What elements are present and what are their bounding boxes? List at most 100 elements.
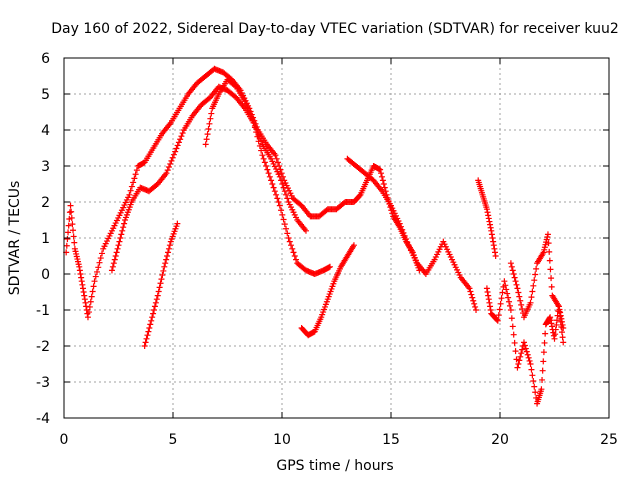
data-point: [515, 361, 522, 367]
data-point: [493, 316, 500, 323]
data-point: [97, 255, 104, 262]
data-point: [71, 239, 78, 246]
data-point: [551, 335, 558, 342]
data-point: [248, 113, 255, 120]
data-point: [487, 307, 494, 313]
data-point: [206, 120, 213, 127]
data-point: [175, 139, 182, 146]
data-point: [255, 138, 262, 145]
data-point: [523, 348, 530, 355]
data-point: [168, 157, 175, 164]
data-point: [275, 199, 282, 205]
data-point: [548, 320, 555, 327]
data-point: [148, 317, 155, 324]
data-point: [81, 296, 88, 303]
data-point: [510, 271, 517, 277]
data-point: [528, 294, 535, 301]
data-point: [163, 170, 170, 177]
data-point: [65, 222, 72, 229]
data-point: [485, 296, 492, 303]
data-point: [326, 263, 333, 270]
data-point: [278, 177, 285, 184]
data-point: [157, 280, 164, 287]
data-point: [120, 224, 127, 231]
data-point: [149, 314, 156, 321]
data-point: [87, 298, 94, 305]
data-point: [508, 263, 515, 270]
data-point: [515, 289, 522, 296]
data-point: [146, 325, 153, 331]
data-point: [527, 299, 534, 306]
data-point: [487, 303, 494, 310]
data-point: [89, 288, 96, 295]
data-point: [261, 159, 268, 166]
data-point: [490, 242, 497, 249]
data-point: [472, 303, 479, 310]
series-track-d: [202, 76, 333, 277]
data-point: [90, 283, 97, 290]
data-point: [205, 125, 212, 132]
data-point: [264, 166, 271, 173]
data-point: [251, 124, 258, 131]
data-point: [532, 271, 539, 278]
data-point: [112, 253, 119, 259]
data-point: [553, 317, 560, 324]
data-point: [270, 184, 277, 191]
data-point: [490, 238, 497, 245]
data-point: [170, 151, 177, 158]
data-point: [143, 335, 150, 342]
y-tick-label: 6: [41, 51, 50, 67]
data-point: [259, 152, 266, 159]
data-point: [483, 285, 490, 292]
data-point: [166, 242, 173, 249]
y-axis-ticks: -4 -3 -2 -1 0 1 2 3 4 5 6: [36, 51, 609, 427]
data-point: [108, 267, 115, 274]
data-point: [152, 299, 159, 306]
data-point: [164, 253, 171, 259]
data-point: [250, 119, 257, 126]
data-point: [506, 302, 513, 309]
data-point: [243, 101, 250, 108]
data-point: [399, 226, 406, 233]
data-point: [132, 171, 139, 178]
data-point: [484, 289, 491, 295]
data-point: [202, 141, 209, 148]
data-point: [81, 292, 88, 299]
data-point: [161, 263, 168, 270]
data-point: [80, 289, 87, 295]
data-point: [553, 321, 560, 328]
data-point: [126, 191, 133, 198]
data-point: [547, 317, 554, 324]
data-point: [356, 192, 363, 199]
data-point: [560, 339, 567, 346]
x-axis-ticks: 0 5 10 15 20 25: [60, 58, 618, 448]
data-point: [489, 235, 496, 241]
series-track-b: [108, 83, 309, 274]
y-tick-label: 4: [41, 123, 50, 139]
data-point: [76, 263, 83, 270]
data-point: [110, 260, 117, 267]
data-marks: [63, 65, 567, 407]
data-point: [127, 187, 134, 194]
data-point: [471, 300, 478, 307]
series-track-c: [141, 220, 181, 349]
data-point: [280, 216, 287, 223]
data-point: [98, 250, 105, 257]
data-point: [150, 310, 157, 317]
data-point: [154, 292, 161, 299]
data-point: [280, 184, 287, 191]
y-tick-label: -4: [36, 411, 50, 427]
data-point: [68, 208, 75, 215]
data-point: [519, 346, 526, 353]
data-point: [163, 256, 170, 263]
data-point: [151, 307, 158, 313]
x-tick-label: 20: [491, 432, 509, 448]
data-point: [558, 329, 565, 336]
data-point: [160, 267, 167, 274]
data-point: [558, 323, 565, 330]
data-point: [556, 308, 563, 315]
data-point: [279, 181, 286, 187]
data-point: [557, 318, 564, 325]
data-point: [496, 306, 503, 313]
data-point: [495, 312, 502, 319]
